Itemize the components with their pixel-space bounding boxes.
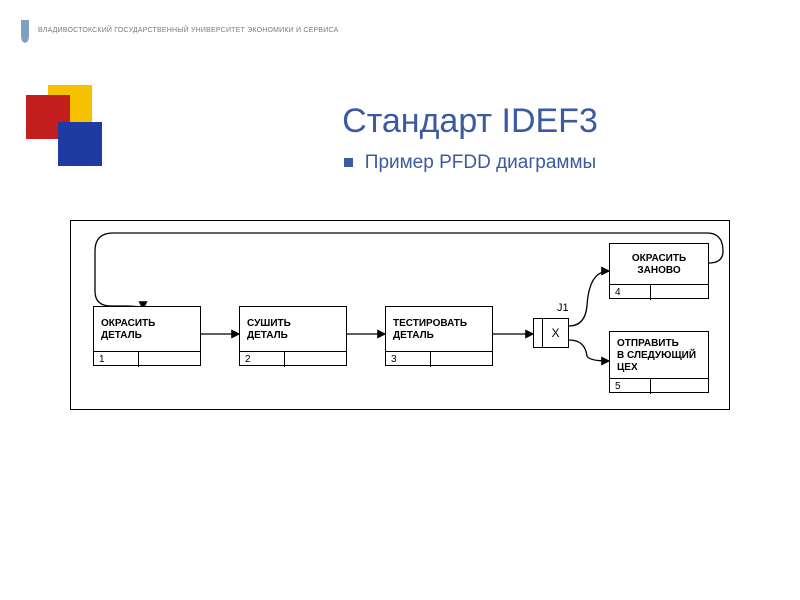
junction-label: X bbox=[543, 319, 568, 347]
process-label: ТЕСТИРОВАТЬ ДЕТАЛЬ bbox=[386, 307, 492, 351]
process-id: 4 bbox=[610, 285, 651, 300]
org-name: ВЛАДИВОСТОКСКИЙ ГОСУДАРСТВЕННЫЙ УНИВЕРСИ… bbox=[38, 27, 338, 35]
process-label: СУШИТЬ ДЕТАЛЬ bbox=[240, 307, 346, 351]
bullet-icon bbox=[344, 158, 353, 167]
process-footer: 4 bbox=[610, 284, 708, 300]
process-label: ОКРАСИТЬ ДЕТАЛЬ bbox=[94, 307, 200, 351]
process-label: ОТПРАВИТЬ В СЛЕДУЮЩИЙ ЦЕХ bbox=[610, 332, 708, 378]
process-box-n5: ОТПРАВИТЬ В СЛЕДУЮЩИЙ ЦЕХ5 bbox=[609, 331, 709, 393]
process-label: ОКРАСИТЬ ЗАНОВО bbox=[610, 244, 708, 284]
process-id: 3 bbox=[386, 352, 431, 367]
junction-box-j1: X bbox=[533, 318, 569, 348]
process-footer: 2 bbox=[240, 351, 346, 367]
page-subtitle: Пример PFDD диаграммы bbox=[200, 152, 740, 174]
process-box-n4: ОКРАСИТЬ ЗАНОВО4 bbox=[609, 243, 709, 299]
process-id: 2 bbox=[240, 352, 285, 367]
process-footer: 3 bbox=[386, 351, 492, 367]
process-footer: 1 bbox=[94, 351, 200, 367]
process-box-n3: ТЕСТИРОВАТЬ ДЕТАЛЬ3 bbox=[385, 306, 493, 366]
subtitle-text: Пример PFDD диаграммы bbox=[365, 152, 596, 173]
edge-e5 bbox=[569, 340, 609, 361]
org-crest-icon bbox=[18, 18, 32, 44]
process-footer: 5 bbox=[610, 378, 708, 394]
org-header: ВЛАДИВОСТОКСКИЙ ГОСУДАРСТВЕННЫЙ УНИВЕРСИ… bbox=[18, 18, 338, 44]
process-box-n1: ОКРАСИТЬ ДЕТАЛЬ1 bbox=[93, 306, 201, 366]
process-id: 1 bbox=[94, 352, 139, 367]
junction-caption: J1 bbox=[557, 302, 569, 314]
pfdd-diagram: ОКРАСИТЬ ДЕТАЛЬ1 СУШИТЬ ДЕТАЛЬ2 ТЕСТИРОВАТ… bbox=[70, 220, 730, 410]
decor-square-blue bbox=[58, 122, 102, 166]
page-title: Стандарт IDEF3 bbox=[200, 102, 740, 141]
process-box-n2: СУШИТЬ ДЕТАЛЬ2 bbox=[239, 306, 347, 366]
process-id: 5 bbox=[610, 379, 651, 394]
edge-e4 bbox=[569, 271, 609, 326]
